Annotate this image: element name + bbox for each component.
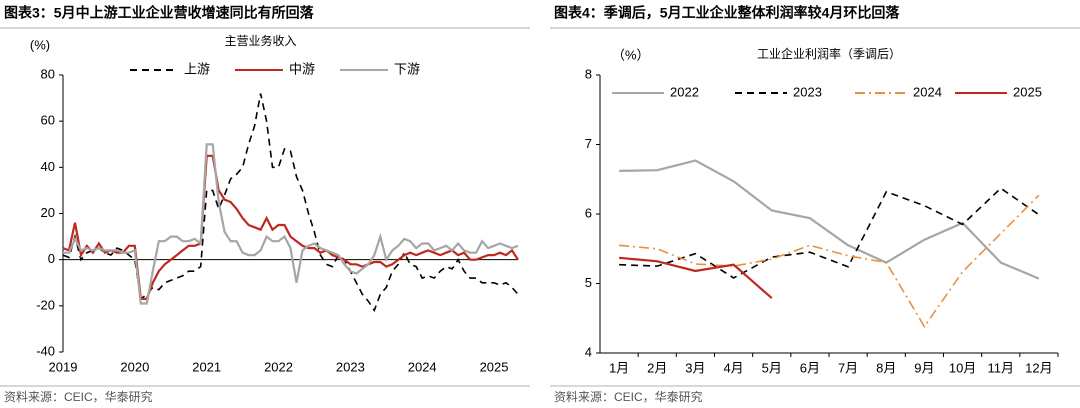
x-tick-label: 4月 (723, 360, 743, 375)
x-tick-label: 2019 (49, 359, 78, 374)
x-tick-label: 2022 (264, 359, 293, 374)
y-tick-label: 5 (585, 275, 592, 290)
legend-label: 2025 (1013, 84, 1042, 99)
chart-title: 图表3：5月中上游工业企业营收增速同比有所回落 (4, 5, 315, 21)
y-tick-label: 80 (41, 66, 55, 81)
legend-label: 2024 (913, 84, 942, 99)
y-tick-label: 6 (585, 205, 592, 220)
series-line (619, 194, 1040, 329)
y-tick-label: -20 (36, 297, 55, 312)
x-tick-label: 2月 (647, 360, 667, 375)
x-tick-label: 2020 (120, 359, 149, 374)
y-axis-label: （%） (612, 47, 650, 62)
y-tick-label: 7 (585, 136, 592, 151)
x-tick-label: 7月 (838, 360, 858, 375)
y-tick-label: 4 (585, 344, 592, 359)
x-tick-label: 9月 (914, 360, 934, 375)
subtitle: 主营业务收入 (224, 33, 296, 48)
series-line (618, 256, 773, 299)
x-tick-label: 3月 (685, 360, 705, 375)
x-tick-label: 2025 (480, 359, 509, 374)
legend-label: 2023 (793, 84, 822, 99)
series-line (62, 154, 519, 300)
x-tick-label: 11月 (988, 360, 1015, 375)
x-tick-label: 2021 (192, 359, 221, 374)
x-tick-label: 2024 (408, 359, 437, 374)
x-tick-label: 1月 (609, 360, 629, 375)
legend-label: 2022 (670, 84, 699, 99)
source-note: 资料来源：CEIC，华泰研究 (554, 389, 703, 404)
x-tick-label: 6月 (800, 360, 820, 375)
subtitle: 工业企业利润率（季调后） (757, 46, 901, 61)
y-tick-label: 20 (41, 205, 55, 220)
y-tick-label: 60 (41, 113, 55, 128)
series-line (62, 93, 519, 313)
y-tick-label: 0 (48, 251, 55, 266)
series-line (619, 187, 1040, 279)
legend-label: 下游 (394, 61, 420, 76)
x-tick-label: 2023 (336, 359, 365, 374)
y-tick-label: 8 (585, 66, 592, 81)
y-tick-label: -40 (36, 343, 55, 358)
series-line (63, 143, 519, 305)
y-tick-label: 40 (41, 159, 55, 174)
x-tick-label: 8月 (876, 360, 896, 375)
legend-label: 中游 (289, 61, 315, 76)
x-tick-label: 10月 (949, 360, 976, 375)
chart-title: 图表4：季调后，5月工业企业整体利润率较4月环比回落 (554, 5, 900, 21)
legend-label: 上游 (184, 61, 210, 76)
y-axis-label: (%) (30, 37, 50, 52)
x-tick-label: 12月 (1025, 360, 1052, 375)
series-line (619, 159, 1040, 280)
source-note: 资料来源：CEIC，华泰研究 (4, 389, 153, 404)
x-tick-label: 5月 (762, 360, 782, 375)
